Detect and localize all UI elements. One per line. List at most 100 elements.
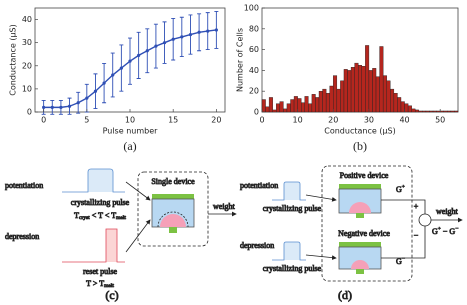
bar [301,102,305,113]
y-axis-label: Conductance (μS) [9,24,18,95]
electrode [152,194,194,199]
arrow [305,194,337,202]
marker [102,81,106,85]
electrode [356,269,364,274]
marker [93,89,98,93]
electrode [169,227,177,233]
bar [429,110,434,113]
label: Positive device [340,171,389,180]
y-tick-label: 60 [249,45,259,54]
bar [386,80,391,113]
bar [340,80,345,113]
bar [425,110,430,113]
label: reset pulse [83,267,117,276]
bar [293,96,298,113]
dome [349,202,371,213]
electrode [356,213,364,218]
y-tick-label: 100 [244,4,259,13]
bar [308,103,313,113]
caption: (a) [123,139,136,153]
label: depression [240,241,274,250]
bar [454,110,459,113]
label: G+ [396,184,405,194]
condition: Tcryst < T < Tmelt [74,211,126,221]
label: G+ − G− [432,226,458,236]
bar [283,108,288,113]
sign: − [414,231,419,240]
x-axis-label: Pulse number [103,127,159,136]
bar [286,103,291,113]
label: crystallizing pulse [263,264,322,273]
y-tick-label: 0 [27,108,32,117]
y-tick-label: 40 [249,66,259,75]
y-tick-label: 30 [22,38,32,47]
pulse [272,181,306,201]
bar [365,45,370,113]
bar [418,110,423,113]
bar [404,103,409,113]
bar [354,62,359,113]
x-axis-label: Conductance (μS) [324,127,395,136]
bar [347,70,352,113]
marker [154,44,158,48]
dome [351,260,369,269]
marker [197,30,201,34]
bar [358,64,362,113]
marker [76,101,80,105]
wire [381,199,426,214]
marker [67,104,72,108]
x-tick-label: 0 [41,116,46,125]
bar [447,110,452,113]
marker [85,96,89,100]
label: Single device [151,177,195,186]
marker [50,105,54,109]
x-tick-label: 10 [293,116,303,125]
x-tick-label: 20 [211,116,221,125]
label: Negative device [338,229,390,238]
wire [381,226,426,259]
marker [162,41,167,45]
marker [188,32,193,37]
y-tick-label: 20 [22,61,32,70]
bar [400,101,405,113]
label: potentiation [240,181,278,190]
device-box [137,171,209,247]
label: potentiation [5,181,43,190]
caption: (d) [338,288,352,302]
label: depression [5,232,39,241]
dome [160,214,186,227]
sum-node [418,213,432,227]
bar [382,75,387,113]
pulse [62,168,125,193]
x-tick-label: 30 [364,116,374,125]
bar [415,109,419,113]
sign: + [414,202,419,211]
bar [311,94,316,113]
pulse [62,228,125,263]
bar [361,66,366,113]
pulse [272,241,306,261]
marker [171,37,175,41]
x-tick-label: 15 [168,116,178,125]
marker [145,49,149,53]
bar [329,85,334,113]
bar [325,93,330,113]
marker [180,35,184,39]
x-tick-label: 10 [125,116,135,125]
bar [322,88,327,113]
charts: 0 5 10 15 20 0 10 20 30 40 Pulse number Conductance… [9,4,459,153]
bar [393,93,398,113]
bar [276,103,281,113]
marker [206,29,210,33]
marker [214,28,218,32]
bar [439,110,444,113]
bar [390,88,395,113]
x-tick-label: 50 [435,116,445,125]
y-tick-label: 80 [249,24,259,33]
bar [343,69,348,113]
bar [368,70,373,113]
bar [290,99,295,113]
bar [350,67,355,113]
caption: (c) [105,288,118,302]
